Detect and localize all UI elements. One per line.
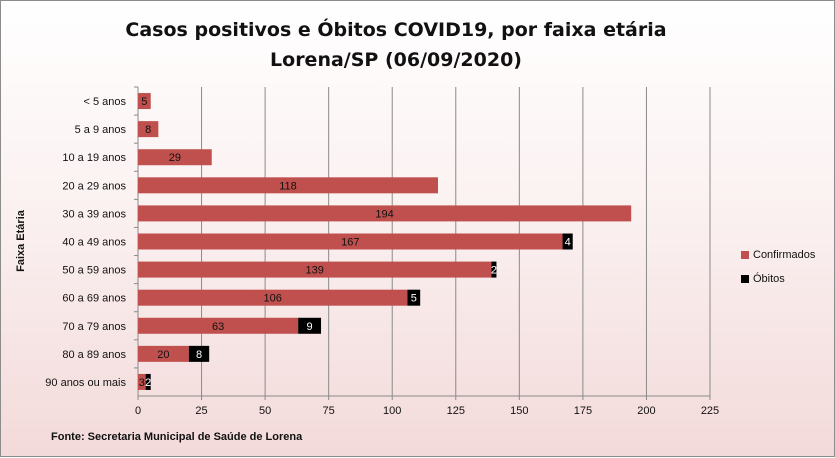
bar-confirmados-50-a-59-anos [138, 261, 492, 278]
bar-obitos-80-a-89-anos [188, 345, 210, 362]
data-label-confirmados-50-a-59-anos: 139 [306, 265, 324, 277]
bar-confirmados-70-a-79-anos [138, 317, 299, 334]
y-tick-label-70-a-79-anos: 70 a 79 anos [62, 321, 126, 333]
data-label-confirmados-5-anos: 5 [141, 96, 147, 108]
data-label-confirmados-5-a-9-anos: 8 [145, 124, 151, 136]
bar-confirmados-80-a-89-anos [138, 345, 189, 362]
bar-confirmados-10-a-19-anos [138, 149, 212, 166]
x-tick-label-200: 200 [637, 405, 655, 417]
bar-obitos-50-a-59-anos [491, 261, 497, 278]
bar-confirmados-30-a-39-anos [138, 205, 632, 222]
data-label-confirmados-60-a-69-anos: 106 [264, 293, 282, 305]
chart-title: Casos positivos e Óbitos COVID19, por fa… [1, 15, 791, 75]
legend-item-obitos: Óbitos [741, 271, 815, 287]
data-label-obitos-90-anos-ou-mais: 2 [145, 377, 151, 389]
chart-title-line-2: Lorena/SP (06/09/2020) [270, 49, 522, 71]
y-tick-label-20-a-29-anos: 20 a 29 anos [62, 180, 126, 192]
data-label-obitos-40-a-49-anos: 4 [565, 237, 571, 249]
legend: Confirmados Óbitos [741, 247, 815, 295]
bar-confirmados-5-anos [138, 93, 151, 110]
source-note: Fonte: Secretaria Municipal de Saúde de … [51, 431, 303, 443]
bar-confirmados-20-a-29-anos [138, 177, 438, 194]
bar-confirmados-5-a-9-anos [138, 121, 159, 138]
legend-swatch-confirmados [741, 251, 749, 259]
bar-confirmados-60-a-69-anos [138, 289, 408, 306]
bar-obitos-90-anos-ou-mais [145, 373, 151, 390]
y-tick-label-80-a-89-anos: 80 a 89 anos [62, 349, 126, 361]
legend-label-obitos: Óbitos [753, 273, 785, 285]
bar-confirmados-40-a-49-anos [138, 233, 563, 250]
y-tick-label-5-a-9-anos: 5 a 9 anos [75, 124, 127, 136]
y-tick-label-5-anos: < 5 anos [83, 96, 126, 108]
bar-obitos-70-a-79-anos [298, 317, 322, 334]
legend-swatch-obitos [741, 275, 749, 283]
data-label-confirmados-30-a-39-anos: 194 [375, 208, 393, 220]
data-label-confirmados-70-a-79-anos: 63 [212, 321, 224, 333]
x-tick-label-100: 100 [383, 405, 401, 417]
data-label-confirmados-90-anos-ou-mais: 3 [139, 377, 145, 389]
x-tick-label-50: 50 [259, 405, 271, 417]
y-tick-label-10-a-19-anos: 10 a 19 anos [62, 152, 126, 164]
x-tick-label-225: 225 [701, 405, 719, 417]
chart-title-line-1: Casos positivos e Óbitos COVID19, por fa… [125, 19, 667, 41]
data-label-confirmados-80-a-89-anos: 20 [157, 349, 169, 361]
data-label-confirmados-40-a-49-anos: 167 [341, 237, 359, 249]
x-tick-label-25: 25 [195, 405, 207, 417]
legend-label-confirmados: Confirmados [753, 249, 816, 261]
data-label-obitos-60-a-69-anos: 5 [411, 293, 417, 305]
data-label-obitos-70-a-79-anos: 9 [307, 321, 313, 333]
y-tick-label-40-a-49-anos: 40 a 49 anos [62, 237, 126, 249]
data-label-confirmados-10-a-19-anos: 29 [169, 152, 181, 164]
y-tick-label-30-a-39-anos: 30 a 39 anos [62, 208, 126, 220]
x-tick-label-150: 150 [510, 405, 528, 417]
legend-item-confirmados: Confirmados [741, 247, 815, 263]
y-tick-label-90-anos-ou-mais: 90 anos ou mais [45, 377, 126, 389]
bar-confirmados-90-anos-ou-mais [138, 373, 146, 390]
data-label-confirmados-20-a-29-anos: 118 [279, 180, 297, 192]
x-tick-label-0: 0 [135, 405, 141, 417]
y-tick-label-50-a-59-anos: 50 a 59 anos [62, 265, 126, 277]
data-label-obitos-50-a-59-anos: 2 [491, 265, 497, 277]
x-tick-label-175: 175 [574, 405, 592, 417]
bar-obitos-40-a-49-anos [562, 233, 573, 250]
x-tick-label-125: 125 [447, 405, 465, 417]
y-tick-label-60-a-69-anos: 60 a 69 anos [62, 293, 126, 305]
bar-obitos-60-a-69-anos [407, 289, 421, 306]
x-tick-label-75: 75 [323, 405, 335, 417]
data-label-obitos-80-a-89-anos: 8 [196, 349, 202, 361]
